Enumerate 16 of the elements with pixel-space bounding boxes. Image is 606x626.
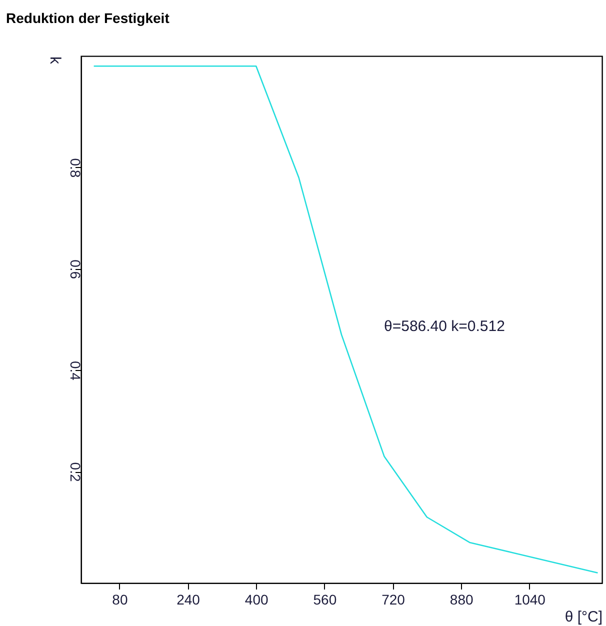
- y-axis-title: k: [46, 56, 64, 64]
- x-tick-label: 880: [450, 592, 474, 608]
- x-tick-label: 720: [382, 592, 406, 608]
- chart-title: Reduktion der Festigkeit: [6, 10, 170, 26]
- y-tick-label: 0.4: [68, 360, 84, 381]
- x-tick-label: 1040: [514, 592, 546, 608]
- y-tick-label: 0.6: [68, 260, 84, 280]
- x-tick-label: 80: [112, 592, 128, 608]
- annotation: θ=586.40 k=0.512: [384, 318, 505, 335]
- x-tick-label: 400: [244, 592, 268, 608]
- y-tick-label: 0.2: [68, 462, 84, 482]
- line-series: [93, 65, 598, 574]
- x-axis-title: θ [°C]: [564, 608, 602, 626]
- x-tick-label: 560: [313, 592, 337, 608]
- y-tick-label: 0.8: [68, 158, 84, 178]
- x-tick-label: 240: [176, 592, 200, 608]
